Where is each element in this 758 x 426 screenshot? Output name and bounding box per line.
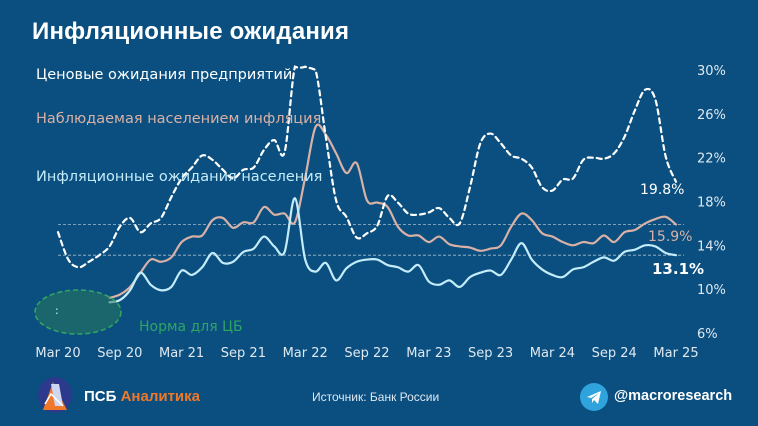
y-tick-label: 22% [697,152,726,167]
brand: ПСБ Аналитика [84,388,200,405]
y-tick-label: 14% [697,239,726,254]
telegram-icon[interactable] [580,383,608,411]
legend-households: Инфляционные ожидания населения [36,169,323,185]
series-households-line [108,197,678,304]
target-ellipse [34,289,122,335]
brand-accent: Аналитика [120,388,200,405]
x-tick-label: Mar 25 [653,346,698,361]
target-marker: : [55,304,59,317]
x-tick-label: Mar 24 [530,346,575,361]
x-tick-label: Sep 21 [221,346,266,361]
x-tick-label: Sep 22 [344,346,389,361]
page-title: Инфляционные ожидания [32,18,350,45]
target-label: Норма для ЦБ [139,319,243,335]
x-tick-label: Mar 23 [406,346,451,361]
psb-logo-icon [37,376,73,414]
end-label: 15.9% [648,229,692,245]
series-observed-line [108,123,678,300]
end-label: 13.1% [652,260,704,278]
x-tick-label: Mar 20 [35,346,80,361]
y-tick-label: 6% [697,327,718,342]
target-zone: : Норма для ЦБ [34,289,243,335]
brand-main: ПСБ [84,388,117,405]
series-business-line [56,65,678,269]
source-note: Источник: Банк России [312,390,440,404]
legend-business: Ценовые ожидания предприятий [36,67,293,83]
telegram-handle[interactable]: @macroresearch [614,388,733,404]
end-label: 19.8% [640,182,684,198]
legend-observed: Наблюдаемая населением инфляция [36,111,322,127]
x-tick-label: Sep 23 [468,346,513,361]
y-tick-label: 26% [697,108,726,123]
x-tick-label: Sep 20 [97,346,142,361]
y-tick-label: 30% [697,64,726,79]
x-tick-label: Mar 22 [283,346,328,361]
x-tick-label: Sep 24 [592,346,637,361]
x-tick-label: Mar 21 [159,346,204,361]
y-tick-label: 10% [697,283,726,298]
y-tick-label: 18% [697,196,726,211]
